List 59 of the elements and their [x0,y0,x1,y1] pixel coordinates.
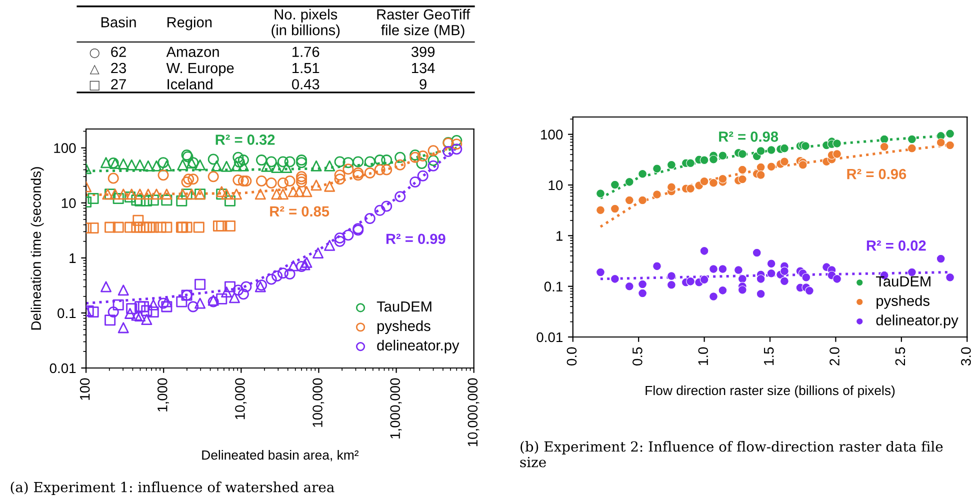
text: △ [90,64,100,74]
x-tick-label: 1.0 [698,347,708,365]
text: 1.76 [292,46,320,58]
y-tick-label: 10 [62,198,76,208]
x-tick-label: 3.0 [961,347,971,366]
legend-label: delineator.py [377,340,460,354]
x-axis-title: Delineated basin area, km² [202,450,359,462]
y-axis-title: Delineation time (seconds) [30,167,44,330]
category-label: Basin [101,16,136,28]
y-tick-label: 100 [54,143,76,154]
category-label: Raster GeoTiff file size (MB) [377,8,470,38]
annotation: R² = 0.98 [719,131,778,142]
x-axis-title: Flow direction raster size (billions of pixels) [646,385,895,398]
annotation: R² = 0.85 [270,206,330,217]
text: 23 [111,62,126,74]
x-tick-label: 1.5 [764,347,774,365]
legend-label: pysheds [876,295,930,309]
annotation: R² = 0.96 [847,168,906,180]
x-tick-label: 100,000 [312,378,324,427]
text: 399 [411,46,435,58]
text: Iceland [168,78,212,90]
x-tick-label: 1,000,000 [390,378,402,438]
text: W. Europe [166,63,234,76]
y-tick-label: 1 [556,231,562,241]
x-tick-label: 0.0 [566,347,577,366]
x-tick-label: 100 [80,378,90,400]
y-tick-label: 1 [70,253,76,263]
annotation: R² = 0.32 [216,134,275,145]
y-tick-label: 0.1 [58,308,76,318]
text: 1.51 [292,63,320,74]
y-tick-label: 10 [548,180,563,190]
x-tick-label: 10,000 [235,378,247,420]
text: Amazon [166,46,219,58]
text: (b) Experiment 2: Influence of flow-direction raster data file size [520,441,943,468]
x-tick-label: 10,000,000 [468,378,480,446]
text: (a) Experiment 1: influence of watershed area [10,482,334,495]
text: 62 [111,46,126,58]
category-label: Region [167,16,212,30]
y-tick-label: 100 [541,130,563,140]
annotation: R² = 0.02 [866,240,926,251]
legend-label: TauDEM [876,276,930,287]
legend-label: delineator.py [876,314,958,328]
text: □ [90,80,100,90]
y-tick-label: 0.1 [544,282,562,292]
y-tick-label: 0.01 [50,363,76,374]
text: 9 [420,79,426,90]
text: 134 [412,62,435,74]
x-tick-label: 2.5 [895,347,906,366]
text: 0.43 [292,79,320,90]
x-tick-label: 0.5 [632,347,642,366]
category-label: No. pixels (in billions) [272,8,340,38]
text: 27 [111,79,126,90]
x-tick-label: 1,000 [157,378,169,412]
y-tick-label: 0.01 [536,332,562,342]
annotation: R² = 0.99 [386,234,446,244]
x-tick-label: 2.0 [830,347,840,366]
legend-label: pysheds [378,320,430,334]
legend-label: TauDEM [376,302,432,312]
text: ○ [90,48,100,58]
